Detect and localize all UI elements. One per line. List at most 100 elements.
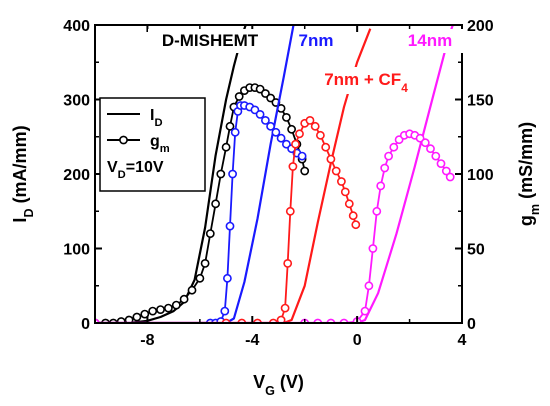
gm-point — [285, 206, 295, 216]
gm-point — [426, 144, 435, 154]
gm-point — [211, 199, 220, 209]
y-right-axis-title-main: g — [516, 215, 536, 226]
x-tick-label: -8 — [140, 332, 154, 349]
series-label-2: 7nm + CF4 — [324, 70, 408, 95]
gm-point — [431, 151, 441, 161]
gm-point — [384, 151, 393, 161]
gm-point — [124, 315, 134, 323]
y-right-tick-label: 200 — [467, 18, 494, 35]
legend-entry-0-main: I — [150, 107, 154, 124]
gm-point — [291, 139, 300, 149]
y-right-tick-label: 100 — [467, 167, 494, 184]
gm-point — [389, 142, 399, 152]
gm-point — [331, 166, 341, 176]
x-axis-title-main: V — [253, 372, 265, 392]
y-left-tick-label: 0 — [81, 316, 90, 333]
gm-point — [220, 306, 230, 316]
gm-point — [171, 300, 181, 310]
y-left-axis-title: ID (mA/mm) — [10, 125, 36, 222]
gm-point — [300, 166, 310, 176]
gm-point — [225, 121, 235, 131]
gm-point — [326, 154, 336, 164]
gm-point — [195, 273, 205, 283]
gm-point — [230, 127, 240, 137]
gm-point — [283, 258, 293, 268]
gm-point — [420, 138, 430, 148]
gm-point — [364, 281, 374, 291]
gm-point — [445, 172, 455, 182]
y-left-tick-label: 200 — [63, 167, 90, 184]
gm-point — [132, 312, 142, 322]
gm-point — [179, 294, 189, 304]
x-tick-label: 4 — [458, 332, 467, 349]
gm-point — [148, 306, 158, 316]
gm-point — [276, 133, 286, 143]
gm-point — [336, 177, 346, 186]
gm-point — [280, 303, 290, 313]
gm-point — [376, 181, 386, 191]
gm-point — [221, 142, 231, 152]
gm-point — [276, 315, 286, 323]
x-axis-title: VG (V) — [253, 372, 304, 398]
gm-point — [228, 169, 237, 179]
legend-note-sub: D — [118, 169, 126, 181]
y-right-axis-title: gm (mS/mm) — [516, 122, 542, 226]
gm-point — [297, 151, 307, 161]
gm-point — [116, 317, 126, 323]
series-label-2-sub: 4 — [401, 81, 408, 95]
gm-point — [156, 305, 165, 314]
gm-point — [441, 166, 451, 176]
series-label-3-main: 14nm — [408, 31, 452, 50]
x-tick-label: -4 — [245, 332, 259, 349]
y-left-axis-title-sub: D — [22, 208, 36, 217]
gm-point — [348, 211, 358, 221]
gm-point — [315, 130, 325, 140]
legend: I Dgm VD=10V — [99, 97, 206, 192]
y-right-tick-label: 50 — [467, 242, 485, 259]
legend-note: VD=10V — [107, 159, 164, 181]
y-left-axis-title-tail: (mA/mm) — [10, 125, 30, 208]
gm-point — [216, 169, 226, 179]
series-label-0: D-MISHEMT — [162, 31, 259, 50]
gm-point — [351, 220, 361, 230]
series-label-2-main: 7nm + CF — [324, 70, 401, 89]
gm-point — [234, 92, 244, 101]
series-label-1-main: 7nm — [299, 31, 334, 50]
gm-point — [281, 113, 291, 122]
legend-entry-1-sub: m — [160, 143, 170, 155]
legend-entry-1: gm — [150, 133, 170, 155]
series-0 — [95, 25, 310, 323]
gm-point — [305, 116, 315, 125]
legend-entry-1-main: g — [150, 133, 160, 150]
gm-point — [222, 273, 232, 283]
series-1 — [95, 25, 307, 323]
series-label-bg — [394, 29, 466, 53]
gm-point — [266, 121, 275, 131]
series-label-3: 14nm — [408, 31, 452, 50]
gm-point — [310, 121, 320, 131]
legend-note-main: V — [107, 159, 118, 176]
y-right-axis-title-sub: m — [528, 204, 542, 215]
y-left-axis-title-main: I — [10, 218, 30, 223]
x-axis-title-sub: G — [265, 384, 275, 398]
gm-point — [372, 206, 382, 216]
gm-point — [163, 303, 173, 313]
gm-point — [360, 306, 370, 316]
gm-point — [295, 129, 304, 139]
y-left-tick-label: 100 — [63, 242, 90, 259]
gm-point — [288, 162, 298, 171]
gm-point — [380, 163, 390, 173]
gm-point — [340, 187, 350, 197]
y-right-axis-title-tail: (mS/mm) — [516, 122, 536, 204]
gm-point — [436, 159, 446, 168]
gm-point — [321, 142, 331, 152]
series-label-bg — [148, 29, 273, 53]
series-label-bg — [300, 67, 432, 94]
gm-point — [344, 199, 354, 209]
legend-note-tail: =10V — [126, 159, 164, 176]
gm-point — [200, 258, 210, 268]
gm-point — [205, 229, 215, 238]
gm-point — [255, 110, 265, 119]
y-left-tick-label: 300 — [63, 93, 90, 110]
